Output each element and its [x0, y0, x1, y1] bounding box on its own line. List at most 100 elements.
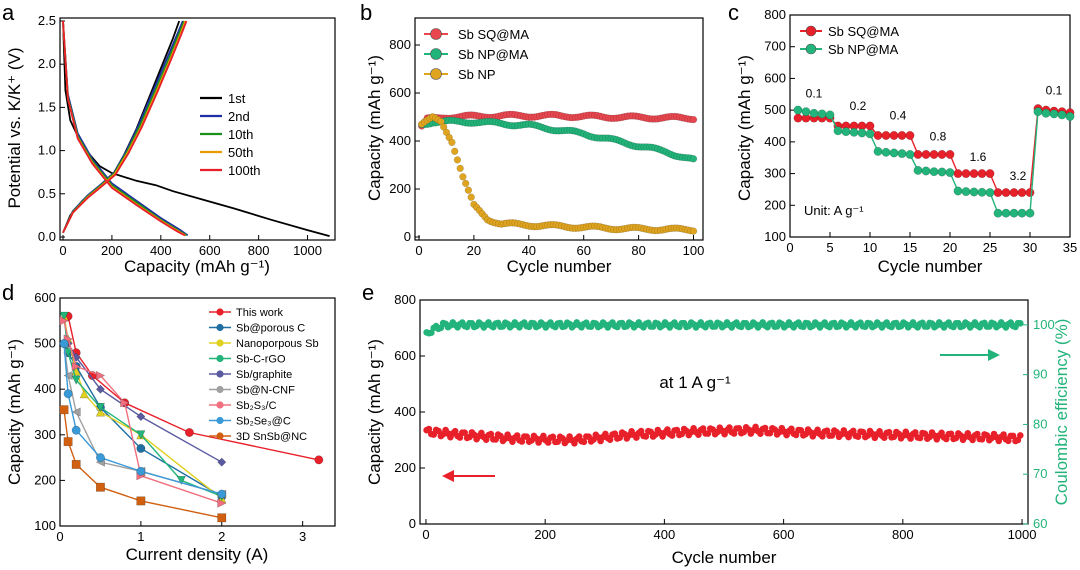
panel-a-legend: 1st 2nd 10th 50th 100th: [200, 91, 261, 178]
panel-e-xtick-label: 0: [422, 527, 429, 542]
series-3D SnSb@NC-point: [136, 496, 146, 506]
series-3D SnSb@NC-point: [59, 405, 69, 415]
series-coulombic-efficiency-point: [1017, 320, 1024, 327]
series-Sb SQ@MA-point: [961, 169, 971, 179]
panel-e-xtick-label: 600: [773, 527, 795, 542]
panel-b-xtick-label: 80: [631, 243, 645, 258]
panel-b-ytick-label: 200: [389, 181, 411, 196]
series-capacity-point: [912, 429, 919, 436]
series-capacity-point: [823, 427, 831, 435]
series-Sb/graphite-point: [136, 412, 146, 422]
panel-b-xtick-label: 0: [415, 243, 422, 258]
panel-c-xtick-label: 0: [786, 240, 793, 255]
panel-d-letter: d: [2, 280, 14, 305]
legend-label-Sb NP: Sb NP: [458, 67, 496, 82]
series-Sb NP@MA-point: [977, 187, 987, 197]
legend-marker-Sb₂S₃/C: [216, 401, 224, 409]
series-capacity-point: [735, 425, 743, 432]
panel-c-ytick-label: 800: [764, 7, 786, 22]
series-capacity-point: [921, 430, 929, 438]
panel-c-legend: Sb SQ@MA Sb NP@MA: [800, 24, 899, 57]
legend-marker-Sb SQ@MA: [430, 28, 442, 40]
series-Sb@porous C-point: [136, 444, 146, 453]
series-100th-discharge-line: [62, 20, 186, 237]
series-capacity-point: [828, 432, 836, 439]
series-Sb NP@MA-point: [945, 168, 955, 178]
panel-c-ytick-label: 100: [764, 229, 786, 244]
series-Sb NP-point: [451, 147, 459, 155]
panel-c-ytick-label: 700: [764, 39, 786, 54]
legend-label-Sb SQ@MA: Sb SQ@MA: [458, 27, 529, 42]
legend-marker-Sb₂Se₃@C: [216, 416, 224, 425]
series-Sb NP@MA-point: [1009, 208, 1019, 218]
legend-marker-Nanoporpous Sb: [216, 339, 224, 347]
legend-label-100th: 100th: [228, 163, 261, 178]
series-Sb NP-point: [453, 156, 462, 164]
series-1st-discharge-line: [62, 20, 330, 237]
legend-marker-Sb NP@MA: [805, 43, 817, 55]
panel-a-xtick-label: 800: [248, 243, 270, 258]
series-Sb NP-point: [459, 173, 467, 181]
series-Sb SQ@MA-point: [953, 169, 963, 179]
panel-d-lines: [59, 311, 324, 523]
series-Sb₂Se₃@C-point: [217, 489, 227, 499]
panel-c-rate-labels: 0.1 0.2 0.4 0.8 1.6 3.2 0.1: [806, 83, 1063, 183]
legend-label-Sb NP@MA: Sb NP@MA: [458, 47, 529, 62]
series-3D SnSb@NC-line: [63, 409, 222, 519]
series-Sb₂S₃/C-point: [71, 361, 81, 372]
series-Sb₂S₃/C-point: [217, 498, 227, 508]
legend-marker-This work: [216, 308, 224, 316]
panel-e-xtick-label: 1000: [1008, 527, 1037, 542]
series-Sb NP@MA-point: [801, 107, 811, 117]
series-Sb NP@MA-point: [993, 208, 1003, 218]
panel-d-ylabel: Capacity (mAh g⁻¹): [5, 339, 24, 485]
series-capacity-point: [730, 430, 738, 437]
rate-label: 0.1: [806, 86, 823, 100]
series-capacity-point: [761, 424, 769, 432]
series-capacity-point: [974, 430, 981, 438]
series-Nanoporpous Sb-point: [79, 389, 89, 399]
series-capacity-point: [854, 433, 862, 441]
series-Sb SQ@MA-point: [873, 131, 883, 140]
series-capacity-point: [797, 427, 805, 434]
series-capacity-point: [792, 431, 800, 439]
series-Sb NP@MA-point: [873, 146, 883, 156]
series-Sb SQ@MA-point: [937, 150, 947, 159]
panel-d-ytick-label: 100: [34, 518, 56, 533]
series-Sb NP@MA-point: [793, 105, 803, 115]
series-Sb NP@MA-point: [889, 148, 899, 158]
panel-a-xtick-label: 200: [101, 243, 123, 258]
panel-e-ylabel: Capacity (mAh g⁻¹): [365, 339, 384, 485]
panel-c: c 0 5 10 15 20 25 30 35 100 200 300 400 500 600 700 800…: [728, 0, 1077, 276]
series-capacity-point: [885, 428, 893, 436]
legend-label-Sb SQ@MA: Sb SQ@MA: [828, 24, 899, 39]
series-Sb SQ@MA-point: [985, 169, 995, 179]
rate-label: 0.8: [930, 129, 947, 143]
series-capacity-point: [1009, 432, 1017, 440]
legend-label-Sb₂Se₃@C: Sb₂Se₃@C: [236, 416, 291, 428]
series-Sb NP-point: [456, 164, 464, 173]
panel-e-xtick-label: 400: [654, 527, 676, 542]
panel-e-y2tick-label: 100: [1033, 317, 1055, 332]
series-This work-point: [184, 428, 194, 437]
panel-b: b 0 20 40 60 80 100 0 200 400 600 800 Sb SQ@MA Sb N…: [360, 0, 704, 276]
rate-label: 0.2: [850, 99, 867, 113]
legend-marker-Sb SQ@MA: [805, 25, 817, 37]
series-Sb SQ@MA-point: [977, 169, 987, 179]
series-Sb₂Se₃@C-point: [136, 466, 146, 476]
panel-a-ytick-label: 2.5: [38, 13, 56, 28]
series-capacity-point: [678, 430, 685, 438]
series-capacity-point: [425, 425, 433, 433]
series-capacity-point: [518, 438, 526, 445]
panel-d-xtick-label: 1: [137, 529, 144, 544]
series-Sb NP@MA-point: [881, 147, 891, 157]
series-Sb₂S₃/C-point: [120, 398, 130, 408]
panel-d-ytick-label: 200: [34, 472, 56, 487]
panel-b-ytick-label: 600: [389, 85, 411, 100]
series-Sb NP@MA-point: [1057, 110, 1067, 120]
series-Sb SQ@MA-point: [1017, 188, 1027, 198]
series-Sb NP@MA-point: [865, 129, 875, 139]
series-Sb-C-rGO-point: [176, 475, 186, 486]
panel-a-curves: [62, 20, 330, 237]
legend-label-10th: 10th: [228, 127, 253, 142]
